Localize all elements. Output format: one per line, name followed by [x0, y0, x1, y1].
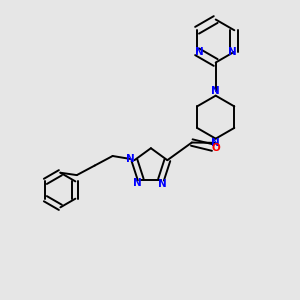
Text: N: N	[134, 178, 142, 188]
Text: N: N	[228, 47, 236, 57]
Text: N: N	[158, 179, 166, 189]
Text: N: N	[211, 86, 220, 97]
Text: N: N	[126, 154, 135, 164]
Text: N: N	[195, 47, 204, 57]
Text: N: N	[211, 138, 220, 148]
Text: O: O	[212, 142, 221, 153]
